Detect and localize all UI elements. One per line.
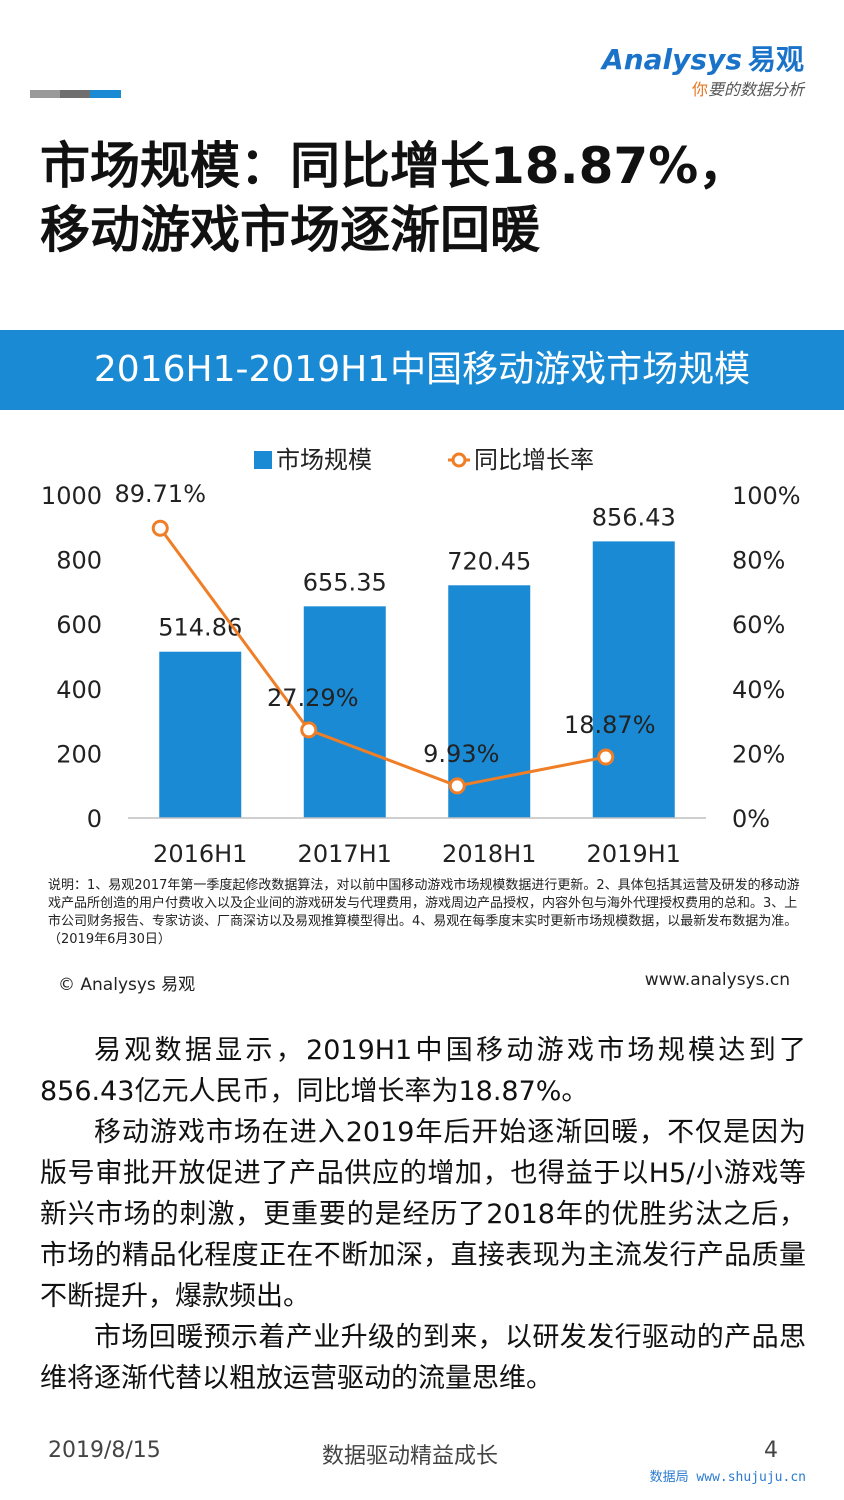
- x-axis-tick-label: 2017H1: [298, 840, 392, 868]
- bar-data-label: 856.43: [592, 503, 676, 531]
- growth-rate-point-2019H1: [597, 748, 615, 766]
- y2-axis-tick-label: 40%: [732, 676, 785, 704]
- bar-2016H1: [159, 651, 242, 818]
- paragraph-2: 移动游戏市场在进入2019年后开始逐渐回暖，不仅是因为版号审批开放促进了产品供应…: [40, 1117, 806, 1312]
- growth-rate-point-2018H1: [448, 777, 466, 795]
- growth-rate-label: 89.71%: [114, 480, 206, 508]
- growth-rate-line: [159, 527, 607, 788]
- title-line-2: 移动游戏市场逐渐回暖: [40, 201, 540, 259]
- body-text: 易观数据显示，2019H1中国移动游戏市场规模达到了856.43亿元人民币，同比…: [40, 1030, 806, 1399]
- chart-title-banner: 2016H1-2019H1中国移动游戏市场规模: [0, 330, 844, 410]
- y-axis-tick-label: 0: [87, 805, 102, 833]
- footer-slogan: 数据驱动精益成长: [322, 1444, 499, 1469]
- legend-bar-label: 市场规模: [276, 446, 372, 474]
- bar-data-label: 720.45: [447, 547, 531, 575]
- y2-axis-tick-label: 0%: [732, 805, 770, 833]
- source-url: www.analysys.cn: [644, 970, 790, 990]
- bar-data-label: 655.35: [303, 568, 387, 596]
- y2-axis-tick-label: 80%: [732, 547, 785, 575]
- site-watermark: 数据局 www.shujuju.cn: [649, 1470, 806, 1485]
- source-copyright: © Analysys 易观: [58, 975, 196, 995]
- bar-data-label: 514.86: [158, 614, 242, 642]
- analysys-logo: Analysys 易观 你要的数据分析: [602, 38, 804, 100]
- y2-axis-tick-label: 100%: [732, 482, 801, 510]
- logo-tagline: 你要的数据分析: [691, 80, 804, 99]
- y-axis-tick-label: 400: [56, 676, 102, 704]
- page-number: 4: [764, 1438, 778, 1463]
- legend-line-marker: [451, 452, 467, 468]
- y2-axis-tick-label: 20%: [732, 740, 785, 768]
- x-axis-tick-label: 2016H1: [153, 840, 247, 868]
- footer-date: 2019/8/15: [48, 1438, 161, 1463]
- legend-bar-swatch: [254, 451, 272, 469]
- paragraph-3: 市场回暖预示着产业升级的到来，以研发发行驱动的产品思维将逐渐代替以粗放运营驱动的…: [40, 1322, 806, 1394]
- logo-wordmark: Analysys 易观: [602, 43, 804, 76]
- y2-axis-tick-label: 60%: [732, 611, 785, 639]
- growth-rate-label: 18.87%: [564, 711, 656, 739]
- paragraph-1: 易观数据显示，2019H1中国移动游戏市场规模达到了856.43亿元人民币，同比…: [40, 1035, 806, 1107]
- decorative-bar: [30, 90, 121, 98]
- x-axis-tick-label: 2019H1: [587, 840, 681, 868]
- page-title: 市场规模：同比增长18.87%， 移动游戏市场逐渐回暖: [40, 134, 748, 262]
- chart-container: 市场规模 同比增长率 0 200 400 600 800 1000 0% 20% 40% 60% 80%…: [0, 430, 844, 880]
- y-axis-tick-label: 200: [56, 740, 102, 768]
- growth-rate-label: 27.29%: [267, 684, 359, 712]
- bar-2017H1: [303, 606, 386, 818]
- growth-rate-label: 9.93%: [423, 740, 499, 768]
- growth-rate-point-2016H1: [151, 519, 169, 537]
- bar-2019H1: [592, 541, 675, 818]
- market-size-chart: 市场规模 同比增长率 0 200 400 600 800 1000 0% 20% 40% 60% 80%…: [41, 446, 801, 868]
- chart-note: 说明：1、易观2017年第一季度起修改数据算法，对以前中国移动游戏市场规模数据进…: [48, 878, 800, 947]
- y-axis-tick-label: 600: [56, 611, 102, 639]
- growth-rate-point-2017H1: [300, 721, 318, 739]
- y-axis-tick-label: 1000: [41, 482, 102, 510]
- x-axis-tick-label: 2018H1: [442, 840, 536, 868]
- legend-line-label: 同比增长率: [474, 446, 594, 474]
- title-line-1: 市场规模：同比增长18.87%，: [40, 137, 749, 195]
- y-axis-tick-label: 800: [56, 547, 102, 575]
